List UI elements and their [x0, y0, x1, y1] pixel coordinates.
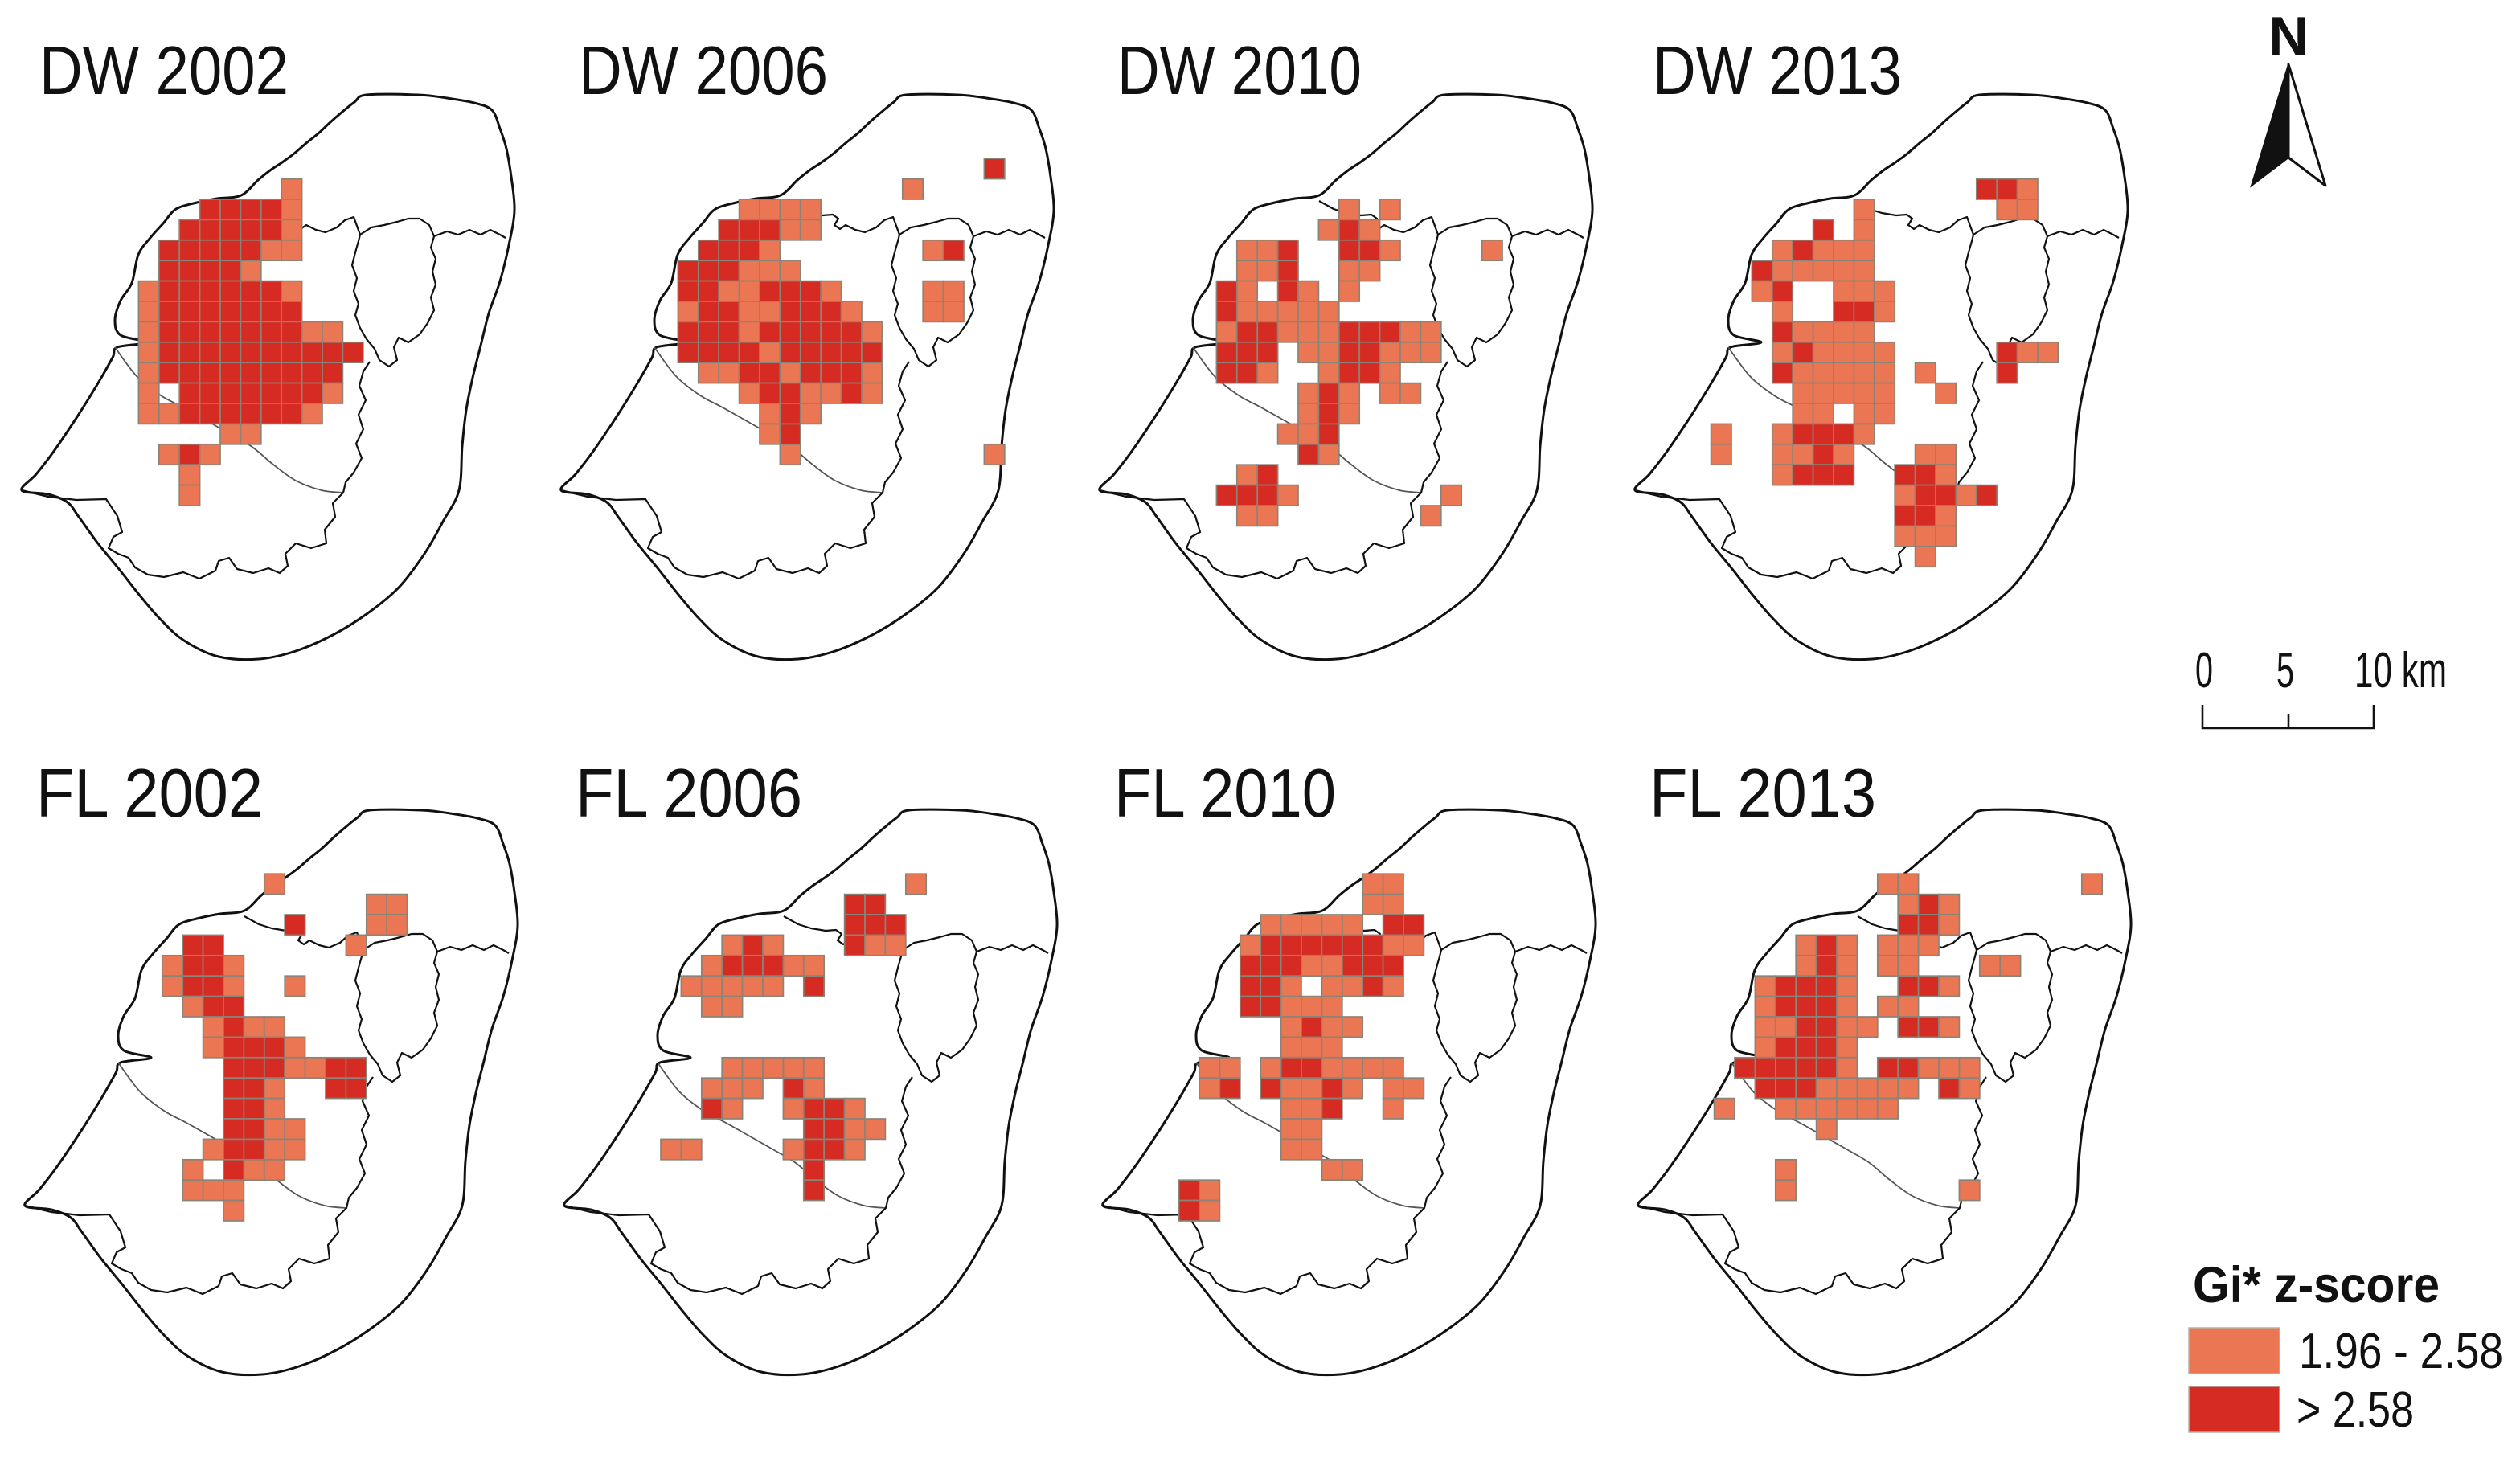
- svg-text:0: 0: [2195, 643, 2213, 698]
- svg-text:FL 2002: FL 2002: [36, 756, 263, 832]
- svg-text:1.96 - 2.58: 1.96 - 2.58: [2299, 1324, 2503, 1379]
- svg-text:FL 2006: FL 2006: [576, 756, 802, 832]
- svg-text:DW 2002: DW 2002: [39, 33, 289, 109]
- svg-text:DW 2006: DW 2006: [579, 33, 828, 109]
- svg-text:5: 5: [2276, 643, 2294, 698]
- svg-text:DW 2010: DW 2010: [1117, 33, 1362, 109]
- svg-text:FL 2010: FL 2010: [1114, 756, 1336, 832]
- svg-text:FL 2013: FL 2013: [1649, 756, 1876, 832]
- svg-text:> 2.58: > 2.58: [2297, 1382, 2414, 1438]
- svg-text:N: N: [2268, 6, 2308, 67]
- svg-text:DW 2013: DW 2013: [1653, 33, 1902, 109]
- svg-text:Gi* z-score: Gi* z-score: [2193, 1257, 2440, 1313]
- svg-text:10 km: 10 km: [2354, 643, 2447, 698]
